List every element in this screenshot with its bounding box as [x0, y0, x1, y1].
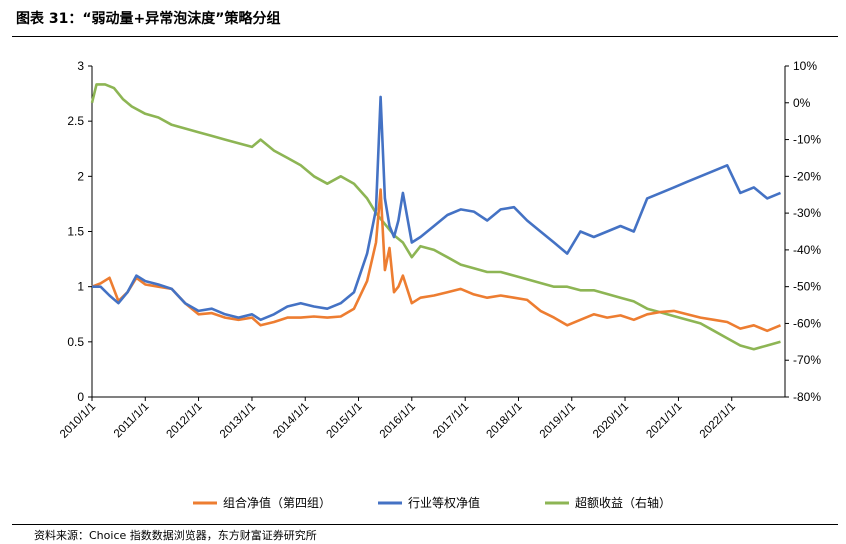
- left-tick-label: 0: [77, 390, 84, 404]
- x-tick-label: 2013/1/1: [218, 401, 258, 441]
- x-tick-label: 2022/1/1: [698, 401, 738, 441]
- x-tick-label: 2012/1/1: [165, 401, 205, 441]
- x-tick-label: 2014/1/1: [271, 401, 311, 441]
- x-axis-labels: 2010/1/1 2011/1/1 2012/1/1 2013/1/1 2014/1/1…: [58, 401, 738, 441]
- right-tick-label: -50%: [793, 280, 821, 294]
- legend-label-1: 组合净值（第四组）: [223, 495, 331, 510]
- chart-series: [90, 83, 781, 351]
- left-tick-label: 1.5: [67, 225, 84, 239]
- right-tick-label: -70%: [793, 353, 821, 367]
- chart-legend: 组合净值（第四组） 行业等权净值 超额收益（右轴）: [193, 495, 671, 510]
- x-tick-label: 2019/1/1: [538, 401, 578, 441]
- right-tick-label: -10%: [793, 133, 821, 147]
- left-tick-label: 2: [77, 169, 84, 183]
- right-tick-label: -30%: [793, 206, 821, 220]
- source-note: 资料来源：Choice 指数数据浏览器，东方财富证券研究所: [34, 529, 317, 542]
- right-tick-label: -80%: [793, 390, 821, 404]
- left-tick-label: 1: [77, 280, 84, 294]
- left-tick-label: 3: [77, 59, 84, 73]
- right-tick-label: 10%: [793, 59, 817, 73]
- left-tick-label: 0.5: [67, 335, 84, 349]
- page-title: 图表 31：“弱动量+异常泡沫度”策略分组: [16, 11, 281, 27]
- title-divider: [12, 36, 838, 37]
- series-line-2: [92, 95, 781, 322]
- series-line-1: [91, 188, 781, 333]
- legend-label-2: 行业等权净值: [408, 495, 480, 510]
- footer-divider: [12, 524, 838, 525]
- left-tick-label: 2.5: [67, 114, 84, 128]
- right-tick-label: -60%: [793, 316, 821, 330]
- x-tick-label: 2015/1/1: [324, 401, 364, 441]
- x-tick-label: 2010/1/1: [58, 401, 98, 441]
- x-tick-label: 2020/1/1: [591, 401, 631, 441]
- x-tick-label: 2016/1/1: [378, 401, 418, 441]
- x-tick-label: 2011/1/1: [112, 401, 152, 441]
- chart-axes: 0 0.5 1 1.5 2 2.5 3 10% 0% -10% -20% -30% -40% -50% -6…: [67, 59, 821, 404]
- series-line-3: [90, 83, 781, 351]
- x-tick-label: 2017/1/1: [431, 401, 471, 441]
- x-tick-label: 2018/1/1: [484, 401, 524, 441]
- right-tick-label: 0%: [793, 96, 811, 110]
- legend-label-3: 超额收益（右轴）: [575, 495, 671, 510]
- x-tick-label: 2021/1/1: [644, 401, 684, 441]
- right-tick-label: -20%: [793, 169, 821, 183]
- right-tick-label: -40%: [793, 243, 821, 257]
